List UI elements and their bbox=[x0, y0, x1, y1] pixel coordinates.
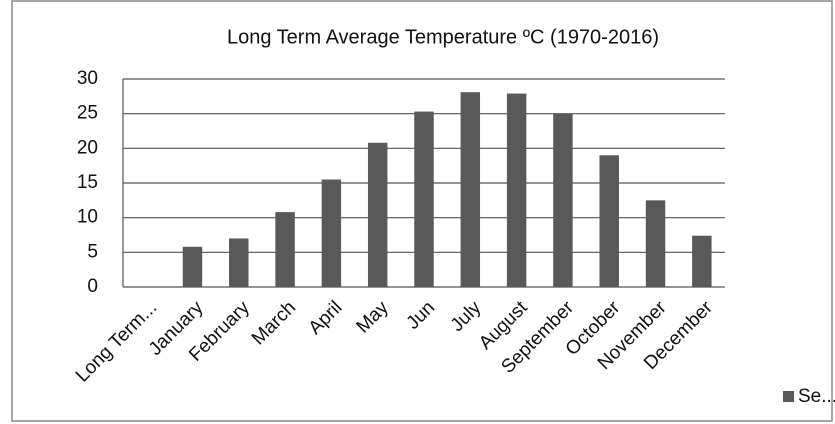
bar bbox=[229, 238, 249, 287]
bar bbox=[692, 235, 712, 287]
y-tick-label: 25 bbox=[77, 103, 98, 124]
y-tick-label: 20 bbox=[77, 137, 98, 158]
bar bbox=[506, 93, 527, 287]
bar bbox=[275, 212, 295, 287]
bar bbox=[553, 113, 573, 288]
y-tick-label: 0 bbox=[87, 276, 98, 297]
y-tick-label: 15 bbox=[77, 172, 98, 193]
bar bbox=[460, 92, 481, 287]
bar bbox=[645, 200, 666, 287]
bar bbox=[367, 142, 388, 287]
bar bbox=[414, 111, 434, 287]
bar bbox=[321, 179, 342, 287]
legend-swatch bbox=[783, 391, 794, 402]
y-tick-label: 10 bbox=[77, 207, 98, 228]
y-tick-label: 30 bbox=[77, 68, 98, 89]
legend-label: Se... bbox=[798, 386, 835, 407]
chart-title: Long Term Average Temperature ºC (1970-2… bbox=[227, 26, 659, 48]
bar bbox=[599, 155, 619, 287]
bar bbox=[182, 246, 203, 287]
y-tick-label: 5 bbox=[87, 241, 98, 262]
